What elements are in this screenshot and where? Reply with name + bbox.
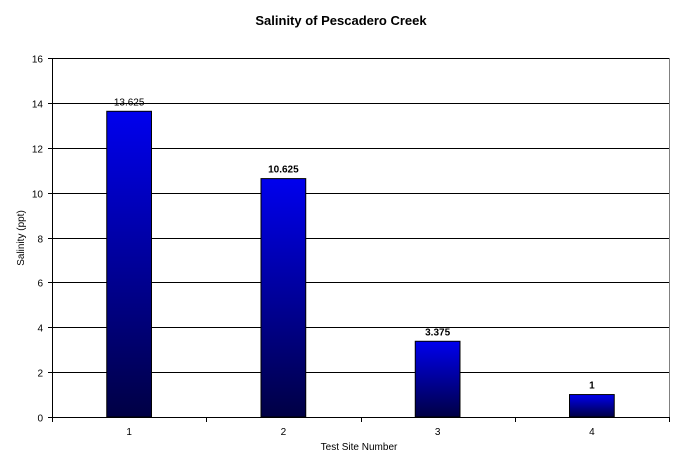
y-tick-label: 16 [32,55,44,66]
x-tick-label: 1 [126,427,132,438]
x-axis-title: Test Site Number [321,442,398,453]
y-tick-label: 0 [37,414,43,425]
y-tick-label: 10 [32,190,44,201]
y-tick-label: 4 [37,324,43,335]
x-tick-label: 2 [281,427,287,438]
x-tick-label: 3 [435,427,441,438]
gridlines [52,58,670,417]
chart-title: Salinity of Pescadero Creek [255,13,427,28]
data-labels: 13.625 10.625 3.375 1 [114,97,595,391]
bar [414,340,461,418]
data-label: 3.375 [425,327,450,338]
data-label: 10.625 [268,165,299,176]
y-tick-label: 12 [32,145,44,156]
y-axis-title: Salinity (ppt) [16,210,27,266]
bar [569,394,615,418]
bar [106,110,152,418]
y-tick-label: 6 [37,279,43,290]
y-tick-label: 8 [37,235,43,246]
data-label: 13.625 [114,97,145,108]
y-tick-label: 14 [32,100,44,111]
data-label: 1 [589,381,595,392]
bar [260,178,307,418]
x-tick-label: 4 [589,427,595,438]
bars [106,110,615,418]
y-tick-label: 2 [37,369,43,380]
